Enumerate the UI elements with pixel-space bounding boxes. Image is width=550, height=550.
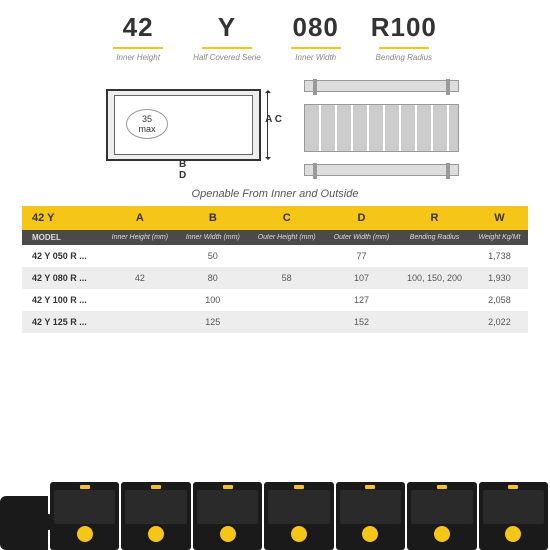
mounting-bracket: [0, 496, 48, 550]
table-row: 42 Y 125 R ... 125 152 2,022: [22, 311, 528, 333]
badge-value: 35: [142, 114, 152, 124]
underline: [291, 47, 341, 49]
chain-link: [336, 482, 405, 550]
sub-d: Outer Width (mm): [325, 230, 398, 245]
chain-link: [407, 482, 476, 550]
table-title: 42 Y: [22, 206, 103, 230]
cell: 77: [325, 245, 398, 267]
bottom-bar: [304, 164, 459, 176]
cell: [103, 289, 177, 311]
header-lbl: Inner Height: [113, 53, 163, 62]
underline: [113, 47, 163, 49]
cell: 100: [177, 289, 249, 311]
chain-link: [193, 482, 262, 550]
cell: 58: [249, 267, 325, 289]
underline: [379, 47, 429, 49]
chain-link: [264, 482, 333, 550]
cell: 1,930: [471, 267, 528, 289]
max-badge: 35 max: [126, 109, 168, 139]
header-inner-height: 42 Inner Height: [113, 12, 163, 62]
slat-view: [304, 104, 459, 152]
cell: [249, 311, 325, 333]
dim-a: A: [265, 114, 272, 125]
tab: [437, 485, 447, 489]
cell: 2,058: [471, 289, 528, 311]
cell: [398, 311, 471, 333]
sub-model: MODEL: [22, 230, 103, 245]
cross-section-diagram: 35 max A C B D: [91, 81, 276, 176]
header-val: 080: [291, 12, 341, 43]
header-lbl: Inner Width: [291, 53, 341, 62]
col-b: B: [177, 206, 249, 230]
col-c: C: [249, 206, 325, 230]
cell-model: 42 Y 100 R ...: [22, 289, 103, 311]
subtitle: Openable From Inner and Outside: [0, 188, 550, 200]
chain-link: [50, 482, 119, 550]
cell: 80: [177, 267, 249, 289]
sub-r: Bending Radius: [398, 230, 471, 245]
cell: [398, 245, 471, 267]
chain-link: [121, 482, 190, 550]
header-inner-width: 080 Inner Width: [291, 12, 341, 62]
diagrams: 35 max A C B D: [0, 70, 550, 182]
cell: [103, 245, 177, 267]
header-val: Y: [193, 12, 261, 43]
header: 42 Inner Height Y Half Covered Serie 080…: [0, 0, 550, 70]
cell: [249, 289, 325, 311]
table-row: 42 Y 050 R ... 50 77 1,738: [22, 245, 528, 267]
header-serie: Y Half Covered Serie: [193, 12, 261, 62]
table-row: 42 Y 100 R ... 100 127 2,058: [22, 289, 528, 311]
header-val: 42: [113, 12, 163, 43]
cell: 1,738: [471, 245, 528, 267]
cell: 152: [325, 311, 398, 333]
tab: [294, 485, 304, 489]
sub-w: Weight Kg/Mt: [471, 230, 528, 245]
cell: [103, 311, 177, 333]
cell-model: 42 Y 125 R ...: [22, 311, 103, 333]
col-a: A: [103, 206, 177, 230]
col-r: R: [398, 206, 471, 230]
table-body: 42 Y 050 R ... 50 77 1,738 42 Y 080 R ..…: [22, 245, 528, 333]
tab: [365, 485, 375, 489]
header-val: R100: [371, 12, 437, 43]
cell: [249, 245, 325, 267]
tab: [151, 485, 161, 489]
sub-b: Inner Width (mm): [177, 230, 249, 245]
chain-link: [479, 482, 548, 550]
header-lbl: Half Covered Serie: [193, 53, 261, 62]
cell-model: 42 Y 080 R ...: [22, 267, 103, 289]
header-lbl: Bending Radius: [371, 53, 437, 62]
table-header-row: 42 Y A B C D R W: [22, 206, 528, 230]
dim-b: B: [179, 159, 186, 170]
header-bending-radius: R100 Bending Radius: [371, 12, 437, 62]
table-subhead-row: MODEL Inner Height (mm) Inner Width (mm)…: [22, 230, 528, 245]
table-row: 42 Y 080 R ... 42 80 58 107 100, 150, 20…: [22, 267, 528, 289]
cell: [398, 289, 471, 311]
tab: [80, 485, 90, 489]
cell: 125: [177, 311, 249, 333]
badge-label: max: [138, 124, 155, 134]
top-bar: [304, 80, 459, 92]
spec-table: 42 Y A B C D R W MODEL Inner Height (mm)…: [22, 206, 528, 333]
dim-labels-ac: A C: [265, 113, 282, 127]
tab: [508, 485, 518, 489]
tab: [223, 485, 233, 489]
cable-chain-image: [0, 460, 550, 550]
dim-d: D: [179, 170, 186, 181]
dim-c: C: [275, 114, 282, 125]
col-d: D: [325, 206, 398, 230]
underline: [202, 47, 252, 49]
cell: 107: [325, 267, 398, 289]
cell-model: 42 Y 050 R ...: [22, 245, 103, 267]
cell: 50: [177, 245, 249, 267]
sub-a: Inner Height (mm): [103, 230, 177, 245]
cell: 127: [325, 289, 398, 311]
sub-c: Outer Height (mm): [249, 230, 325, 245]
chain-links: [50, 482, 550, 550]
cell: 100, 150, 200: [398, 267, 471, 289]
cell: 2,022: [471, 311, 528, 333]
cell: 42: [103, 267, 177, 289]
top-side-diagram: [304, 80, 459, 176]
col-w: W: [471, 206, 528, 230]
